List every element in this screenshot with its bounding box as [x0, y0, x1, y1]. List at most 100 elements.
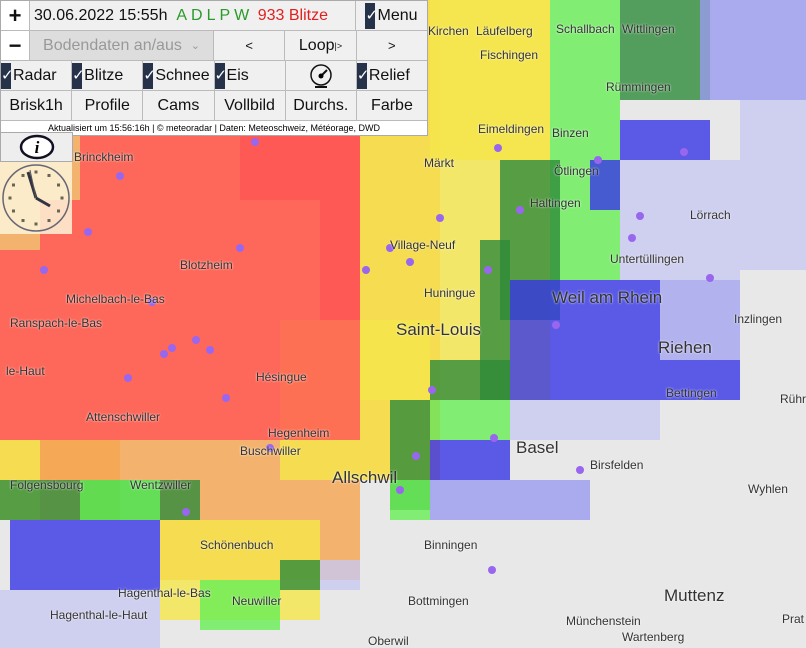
button-farbe[interactable]: Farbe [371, 96, 413, 114]
check-icon: ✓ [143, 62, 156, 89]
radar-cell [240, 130, 360, 200]
place-label: Läufelberg [476, 24, 533, 38]
source-A: A [176, 6, 188, 24]
place-label: Ötlingen [554, 164, 599, 178]
button-profile[interactable]: Profile [72, 91, 144, 120]
radar-cell [550, 0, 620, 280]
button-vollbild[interactable]: Vollbild [215, 91, 286, 120]
radar-cell [590, 160, 620, 210]
radar-cell [430, 400, 510, 440]
lightning-strike [484, 266, 492, 274]
chevron-down-icon: ⌄ [190, 40, 200, 52]
toggle-speed-gauge[interactable] [286, 61, 357, 90]
zoom-out-button[interactable]: − [1, 31, 30, 60]
place-label: Prat [782, 612, 805, 626]
radar-cell [280, 560, 320, 590]
place-label: Bottmingen [408, 594, 469, 608]
place-label: Hésingue [256, 370, 307, 384]
lightning-strike [40, 266, 48, 274]
toggle-label: Eis [226, 66, 249, 84]
radar-cell [740, 100, 806, 270]
lightning-strike [516, 206, 524, 214]
clock-icon [0, 162, 72, 234]
radar-cell [430, 480, 590, 520]
place-label: Bettingen [666, 386, 717, 400]
place-label: Brinckheim [74, 150, 134, 164]
place-label: Hagenthal-le-Bas [118, 586, 211, 600]
place-label: Oberwil [368, 634, 409, 648]
toggle-schnee[interactable]: ✓ Schnee [143, 61, 215, 90]
lightning-strike [148, 298, 156, 306]
source-L: L [206, 6, 216, 24]
lightning-strike [206, 346, 214, 354]
lightning-strike [494, 144, 502, 152]
lightning-strike [362, 266, 370, 274]
place-label: Münchenstein [566, 614, 641, 628]
radar-cell [200, 580, 280, 630]
place-label: Inzlingen [734, 312, 783, 326]
place-label: Michelbach-le-Bas [66, 292, 165, 306]
toggle-label: Schnee [155, 66, 210, 84]
button-durchs[interactable]: Durchs. [286, 91, 357, 120]
toggle-eis[interactable]: ✓ Eis [214, 61, 286, 90]
place-label: Village-Neuf [390, 238, 456, 252]
place-label: Attenschwiller [86, 410, 161, 424]
info-button[interactable]: i [0, 132, 73, 162]
ground-data-select[interactable]: Bodendaten an/aus ⌄ [30, 31, 214, 60]
radar-cell [430, 440, 510, 480]
zoom-in-button[interactable]: + [1, 1, 30, 30]
place-label: Blotzheim [180, 258, 233, 272]
lightning-strike [412, 452, 420, 460]
button-brisk1h[interactable]: Brisk1h [1, 91, 73, 120]
radar-cell [620, 0, 710, 100]
lightning-count: 933 Blitze [257, 6, 328, 24]
place-label: Wyhlen [748, 482, 788, 496]
radar-cell [620, 120, 710, 160]
radar-cell [660, 280, 740, 360]
toggle-radar[interactable]: ✓ Radar [1, 61, 73, 90]
radar-cell [80, 480, 160, 520]
place-label: Folgensbourg [10, 478, 84, 492]
loop-button[interactable]: Loop |> [285, 31, 357, 60]
toggle-relief[interactable]: ✓ Relief [356, 61, 427, 90]
radar-cell [320, 560, 360, 590]
lightning-strike [594, 156, 602, 164]
info-icon: i [19, 134, 54, 160]
toggle-blitze[interactable]: ✓ Blitze [72, 61, 144, 90]
radar-cell [510, 400, 660, 440]
lightning-strike [192, 336, 200, 344]
source-P: P [219, 6, 231, 24]
place-label: Hagenthal-le-Haut [50, 608, 148, 622]
lightning-strike [406, 258, 414, 266]
place-label: Haltingen [530, 196, 581, 210]
menu-button[interactable]: ✓ Menu [356, 1, 427, 30]
menu-label: Menu [377, 6, 418, 24]
status-line: Aktualisiert um 15:56:16h | © meteoradar… [1, 121, 427, 135]
next-button[interactable]: > [388, 38, 396, 53]
lightning-strike [84, 228, 92, 236]
toggle-label: Blitze [84, 66, 124, 84]
place-label: Rümmingen [606, 80, 671, 94]
lightning-strike [266, 444, 274, 452]
radar-cell [320, 200, 360, 320]
prev-button[interactable]: < [214, 31, 286, 60]
place-label: le-Haut [6, 364, 45, 378]
place-label: Basel [516, 438, 559, 457]
place-label: Schönenbuch [200, 538, 274, 552]
toggle-label: Relief [368, 66, 410, 84]
lightning-strike [168, 344, 176, 352]
toggle-label: Radar [13, 66, 57, 84]
place-label: Märkt [424, 156, 454, 170]
place-label: Kirchen [428, 24, 469, 38]
button-cams[interactable]: Cams [143, 91, 215, 120]
place-label: Rührt [780, 392, 806, 406]
lightning-strike [706, 274, 714, 282]
place-label: Ranspach-le-Bas [10, 316, 103, 330]
lightning-strike [428, 386, 436, 394]
lightning-strike [222, 394, 230, 402]
radar-cell [10, 520, 160, 590]
radar-cell [430, 0, 550, 160]
lightning-strike [576, 466, 584, 474]
lightning-strike [251, 138, 259, 146]
